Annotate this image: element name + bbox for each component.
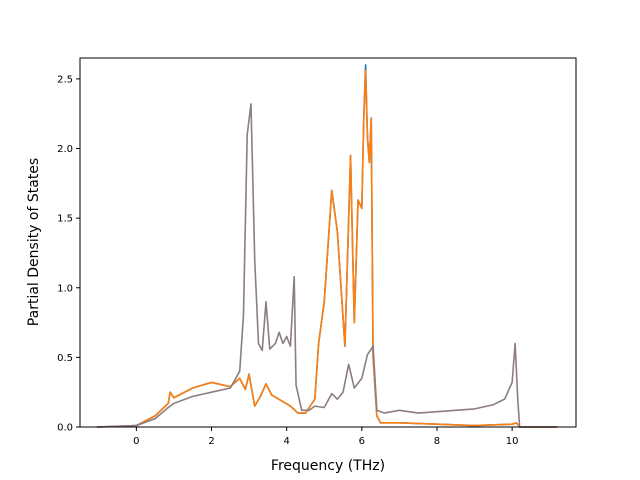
x-axis-label: Frequency (THz) — [271, 458, 385, 474]
y-tick-label: 1.5 — [57, 214, 73, 225]
series-line-3 — [96, 103, 558, 428]
series-line-1 — [96, 64, 558, 428]
y-tick-label: 2.5 — [57, 74, 73, 85]
x-tick-label: 6 — [359, 436, 365, 447]
x-tick-label: 4 — [283, 436, 289, 447]
plot-frame — [79, 57, 577, 428]
x-tick-label: 0 — [133, 436, 139, 447]
x-axis-ticks: 0 2 4 6 8 10 — [133, 427, 518, 447]
y-tick-label: 0.0 — [57, 423, 73, 434]
series-line-2 — [96, 69, 558, 428]
y-axis-label: Partial Density of States — [26, 158, 42, 326]
y-axis-ticks: 0.0 0.5 1.0 1.5 2.0 2.5 — [57, 74, 80, 434]
plot-lines — [96, 64, 558, 428]
x-tick-label: 10 — [506, 436, 519, 447]
y-tick-label: 1.0 — [57, 283, 73, 294]
x-tick-label: 2 — [208, 436, 214, 447]
y-tick-label: 2.0 — [57, 144, 73, 155]
y-tick-label: 0.5 — [57, 353, 73, 364]
x-tick-label: 8 — [434, 436, 440, 447]
